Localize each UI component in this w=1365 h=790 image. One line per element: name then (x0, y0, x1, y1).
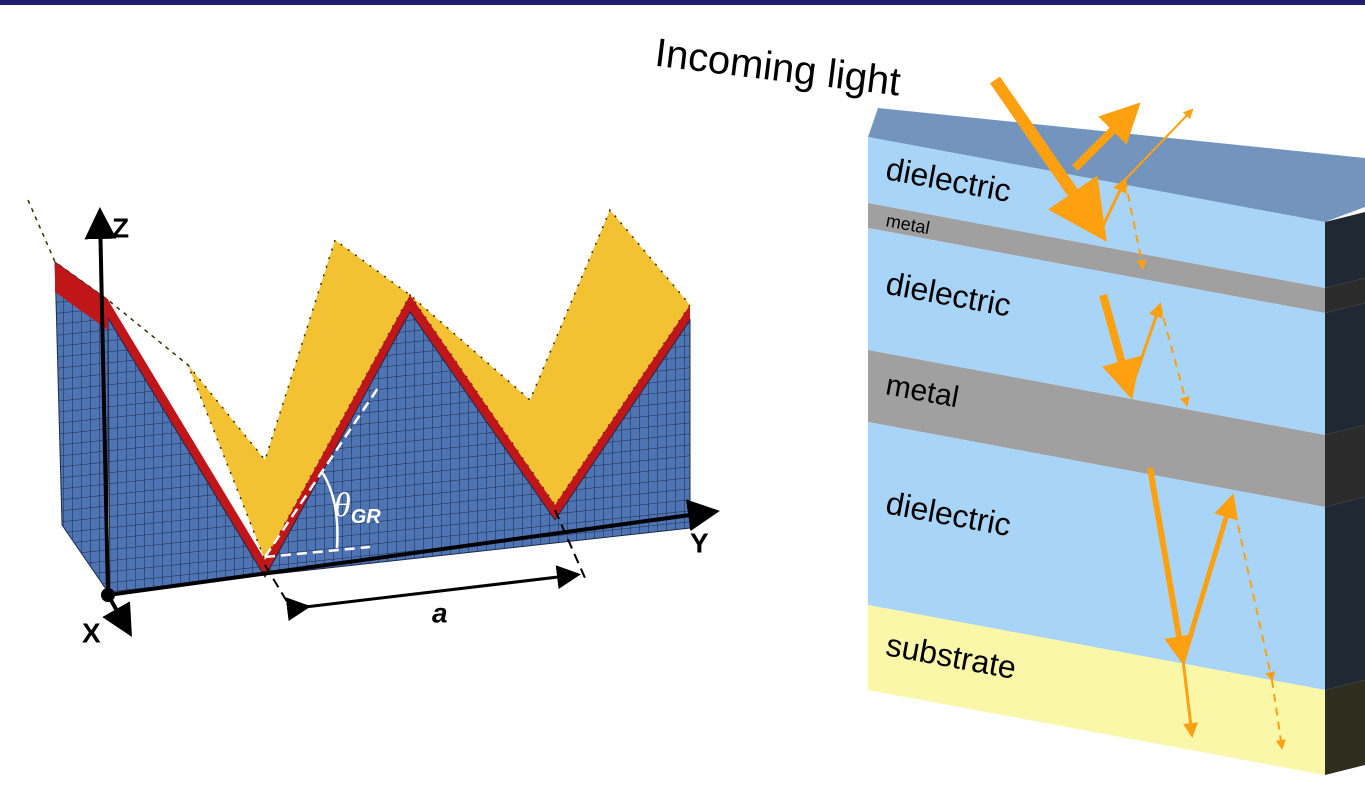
layer-side (1325, 680, 1365, 775)
top-bar (0, 0, 1365, 5)
z-label: Z (112, 212, 129, 243)
layer-side (1325, 497, 1365, 690)
y-label: Y (690, 527, 709, 558)
origin (101, 588, 115, 602)
incoming-light-label: Incoming light (653, 31, 903, 105)
layer-side (1325, 212, 1365, 288)
figure: Z Y X a θGR dielectricmetaldielectricmet… (0, 0, 1365, 790)
layer-stack: dielectricmetaldielectricmetaldielectric… (868, 108, 1365, 775)
layer-side (1325, 425, 1365, 507)
x-label: X (82, 617, 101, 648)
grating (28, 200, 690, 592)
layer-side (1325, 303, 1365, 435)
period-label: a (432, 597, 448, 628)
